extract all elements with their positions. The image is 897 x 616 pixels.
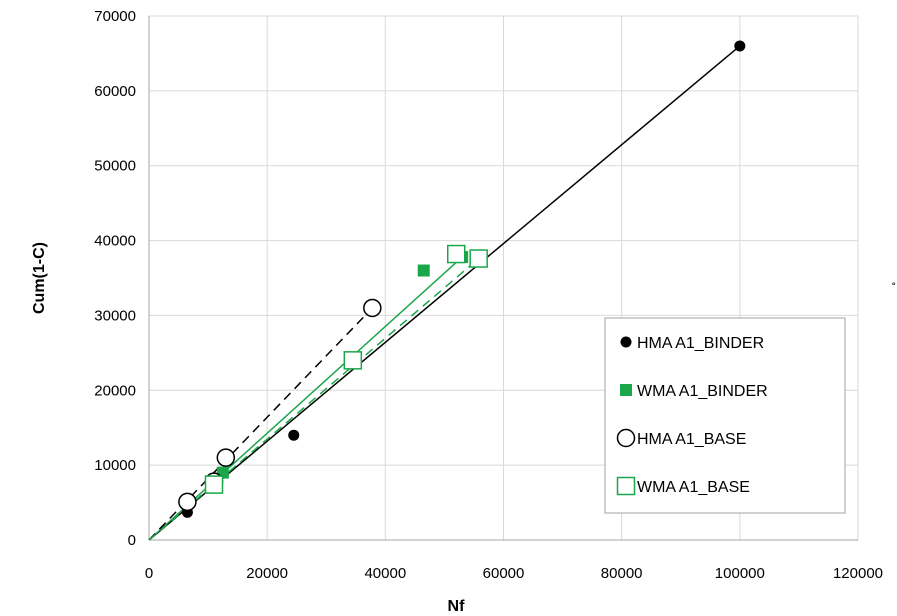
x-tick-label: 60000 <box>483 565 525 582</box>
y-tick-label: 70000 <box>94 8 136 25</box>
data-point <box>216 448 236 467</box>
y-tick-label: 10000 <box>94 457 136 474</box>
y-tick-label: 30000 <box>94 307 136 324</box>
data-point <box>288 429 300 441</box>
x-tick-label: 40000 <box>364 565 406 582</box>
x-tick-label: 100000 <box>715 565 765 582</box>
legend-marker <box>620 384 632 396</box>
trendline-wma-a1-base <box>148 257 480 541</box>
legend-label: WMA A1_BASE <box>637 479 750 496</box>
plot-area <box>148 16 858 541</box>
legend: HMA A1_BINDER WMA A1_BINDER HMA A1_BASE WMA… <box>604 317 846 514</box>
stray-mark: ˚ <box>892 281 896 295</box>
legend-label: HMA A1_BINDER <box>637 335 764 352</box>
data-markers <box>178 40 746 518</box>
y-tick-label: 50000 <box>94 158 136 175</box>
data-point <box>446 244 466 264</box>
y-tick-label: 60000 <box>94 83 136 100</box>
x-tick-label: 80000 <box>601 565 643 582</box>
y-axis-ticks: 0 10000 20000 30000 40000 50000 60000 70000 <box>94 8 136 549</box>
y-tick-label: 0 <box>128 532 136 549</box>
legend-box <box>604 317 846 514</box>
x-tick-label: 20000 <box>246 565 288 582</box>
data-point <box>343 351 363 370</box>
x-tick-label: 120000 <box>833 565 883 582</box>
y-axis-label: Cum(1-C) <box>31 242 48 314</box>
data-point <box>469 249 488 268</box>
legend-marker <box>616 428 636 448</box>
trendline-wma-a1-binder <box>148 256 463 541</box>
x-tick-label: 0 <box>145 565 153 582</box>
legend-marker <box>620 336 632 348</box>
legend-label: WMA A1_BINDER <box>637 383 768 400</box>
grid <box>148 15 859 541</box>
data-point <box>204 475 224 494</box>
data-point <box>178 492 197 512</box>
y-tick-label: 20000 <box>94 382 136 399</box>
data-point <box>734 40 746 52</box>
trendline-hma-a1-binder <box>148 45 741 541</box>
y-tick-label: 40000 <box>94 233 136 250</box>
x-axis-ticks: 0 20000 40000 60000 80000 100000 120000 <box>145 565 883 582</box>
legend-label: HMA A1_BASE <box>637 431 746 448</box>
x-axis-label: Nf <box>448 598 466 615</box>
legend-marker <box>616 476 636 496</box>
data-point <box>363 298 382 318</box>
data-point <box>417 264 430 277</box>
